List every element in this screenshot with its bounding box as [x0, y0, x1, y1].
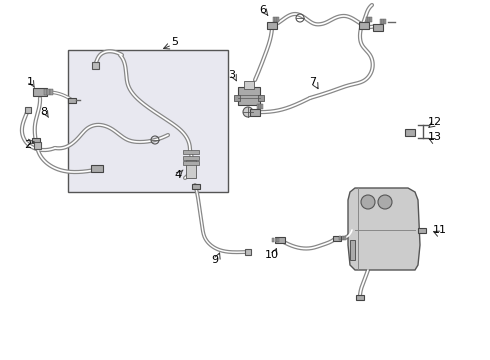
Bar	[25, 107, 31, 113]
FancyBboxPatch shape	[373, 23, 383, 31]
Text: 8: 8	[41, 107, 48, 117]
Text: 10: 10	[265, 250, 279, 260]
Bar	[183, 161, 199, 165]
Bar	[186, 160, 196, 178]
Bar	[183, 150, 199, 154]
FancyBboxPatch shape	[418, 228, 426, 233]
FancyBboxPatch shape	[91, 165, 103, 171]
Text: 13: 13	[428, 132, 442, 142]
Bar	[370, 17, 371, 22]
Text: 3: 3	[228, 70, 236, 80]
Bar	[244, 81, 254, 89]
Polygon shape	[348, 188, 420, 270]
Bar	[259, 104, 261, 109]
Bar	[342, 236, 343, 240]
Bar	[350, 240, 355, 260]
Text: 1: 1	[26, 77, 33, 87]
FancyBboxPatch shape	[32, 138, 40, 143]
Bar	[68, 50, 228, 192]
Bar	[261, 104, 263, 109]
Text: 4: 4	[174, 170, 182, 180]
Bar	[380, 19, 382, 24]
FancyBboxPatch shape	[68, 98, 76, 103]
FancyBboxPatch shape	[192, 184, 200, 189]
Bar	[277, 238, 279, 242]
Bar	[274, 238, 276, 242]
Text: 2: 2	[24, 140, 31, 150]
FancyBboxPatch shape	[356, 294, 364, 300]
Bar	[384, 19, 386, 24]
Bar	[50, 89, 52, 95]
Text: 6: 6	[260, 5, 267, 15]
Circle shape	[378, 195, 392, 209]
FancyBboxPatch shape	[359, 22, 369, 28]
FancyBboxPatch shape	[333, 235, 341, 240]
Bar	[339, 236, 341, 240]
Text: 11: 11	[433, 225, 447, 235]
Bar	[277, 17, 278, 22]
Bar	[245, 249, 251, 255]
Bar	[92, 62, 98, 68]
Bar	[257, 104, 259, 109]
Bar	[382, 19, 384, 24]
Bar	[44, 89, 47, 95]
Bar	[366, 17, 368, 22]
FancyBboxPatch shape	[267, 22, 277, 28]
FancyBboxPatch shape	[275, 237, 285, 243]
Text: 7: 7	[310, 77, 317, 87]
Bar	[272, 238, 274, 242]
Bar	[273, 17, 274, 22]
Text: 9: 9	[212, 255, 219, 265]
FancyBboxPatch shape	[405, 129, 415, 135]
Bar	[238, 87, 260, 105]
Text: 5: 5	[172, 37, 178, 47]
Bar	[47, 89, 49, 95]
Text: 12: 12	[428, 117, 442, 127]
FancyBboxPatch shape	[33, 88, 47, 96]
FancyBboxPatch shape	[250, 108, 260, 116]
Bar	[368, 17, 369, 22]
Circle shape	[361, 195, 375, 209]
Circle shape	[243, 107, 253, 117]
Bar	[183, 156, 199, 160]
Bar	[275, 17, 276, 22]
Bar	[234, 95, 240, 101]
Bar	[33, 141, 41, 149]
Bar	[344, 236, 346, 240]
Bar	[258, 95, 264, 101]
